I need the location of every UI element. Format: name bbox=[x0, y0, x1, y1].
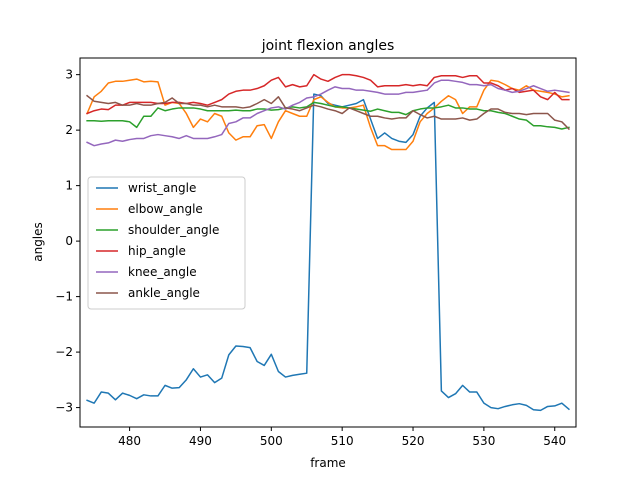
x-tick-label: 480 bbox=[118, 434, 141, 448]
chart-title: joint flexion angles bbox=[261, 38, 395, 54]
legend-label-ankle-angle: ankle_angle bbox=[128, 286, 200, 300]
x-tick-label: 540 bbox=[543, 434, 566, 448]
x-tick-label: 500 bbox=[260, 434, 283, 448]
x-tick-label: 530 bbox=[472, 434, 495, 448]
series-line-hip-angle bbox=[86, 73, 570, 115]
y-tick-label: −3 bbox=[55, 401, 73, 415]
series-line-wrist-angle bbox=[86, 93, 570, 412]
series-layer bbox=[86, 73, 570, 412]
legend-label-elbow-angle: elbow_angle bbox=[128, 202, 203, 216]
x-axis-label: frame bbox=[310, 456, 346, 470]
y-axis: −3 −2 −1 0 1 2 3 bbox=[55, 68, 80, 415]
legend: wrist_angle elbow_angle shoulder_angle hip_… bbox=[87, 176, 246, 310]
x-tick-label: 510 bbox=[331, 434, 354, 448]
series-line-ankle-angle bbox=[86, 94, 570, 131]
y-tick-label: 1 bbox=[65, 179, 73, 193]
y-tick-label: −1 bbox=[55, 290, 73, 304]
series-line-knee-angle bbox=[86, 79, 570, 147]
legend-box bbox=[87, 176, 246, 310]
x-tick-label: 490 bbox=[189, 434, 212, 448]
y-axis-label: angles bbox=[31, 222, 45, 262]
x-axis: 480 490 500 510 520 530 540 bbox=[118, 427, 566, 448]
y-tick-label: 3 bbox=[65, 68, 73, 82]
legend-label-wrist-angle: wrist_angle bbox=[128, 181, 196, 195]
legend-label-shoulder-angle: shoulder_angle bbox=[128, 223, 219, 237]
x-tick-label: 520 bbox=[402, 434, 425, 448]
legend-label-knee-angle: knee_angle bbox=[128, 265, 197, 279]
y-tick-label: −2 bbox=[55, 345, 73, 359]
y-tick-label: 2 bbox=[65, 123, 73, 137]
y-tick-label: 0 bbox=[65, 234, 73, 248]
plot-area-frame bbox=[79, 57, 577, 428]
legend-label-hip-angle: hip_angle bbox=[128, 244, 186, 258]
